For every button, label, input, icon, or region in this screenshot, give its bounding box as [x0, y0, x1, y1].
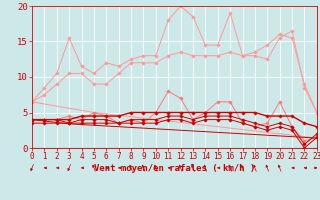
- X-axis label: Vent moyen/en rafales ( km/h ): Vent moyen/en rafales ( km/h ): [94, 164, 255, 173]
